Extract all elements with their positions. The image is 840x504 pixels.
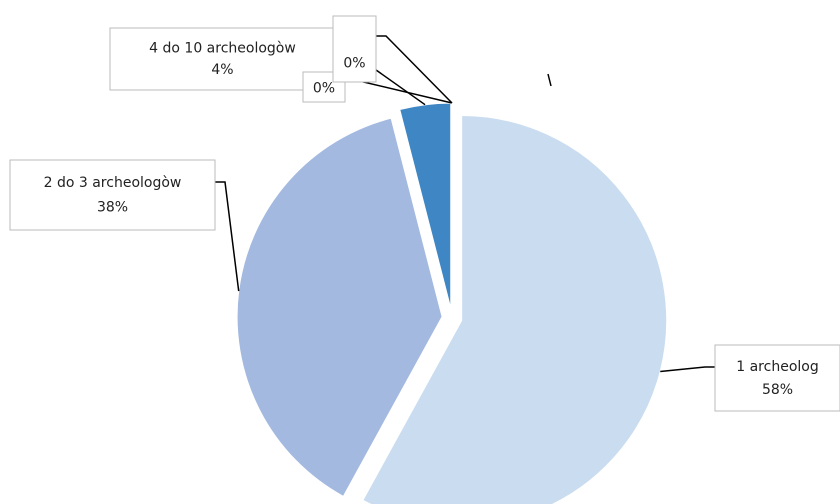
value-label: 58% [762,382,793,398]
slice-label: 4 do 10 archeologòw [149,40,296,56]
leader-line [345,79,453,104]
label-box [109,27,336,91]
label-box [9,159,216,231]
stray-mark [547,73,552,87]
leader-line [376,35,453,104]
leader-line [215,181,240,292]
label-box [332,15,377,83]
leader-line [660,366,715,373]
value-label: 38% [97,200,128,216]
value-label: 0% [313,81,335,97]
pie-slice [236,117,443,498]
value-label: 0% [343,56,365,72]
value-label: 4% [211,62,233,78]
slice-label: 2 do 3 archeologòw [44,175,182,191]
label-box [714,344,840,412]
slice-label: 1 archeolog [736,359,818,375]
pie-slice [362,114,668,504]
